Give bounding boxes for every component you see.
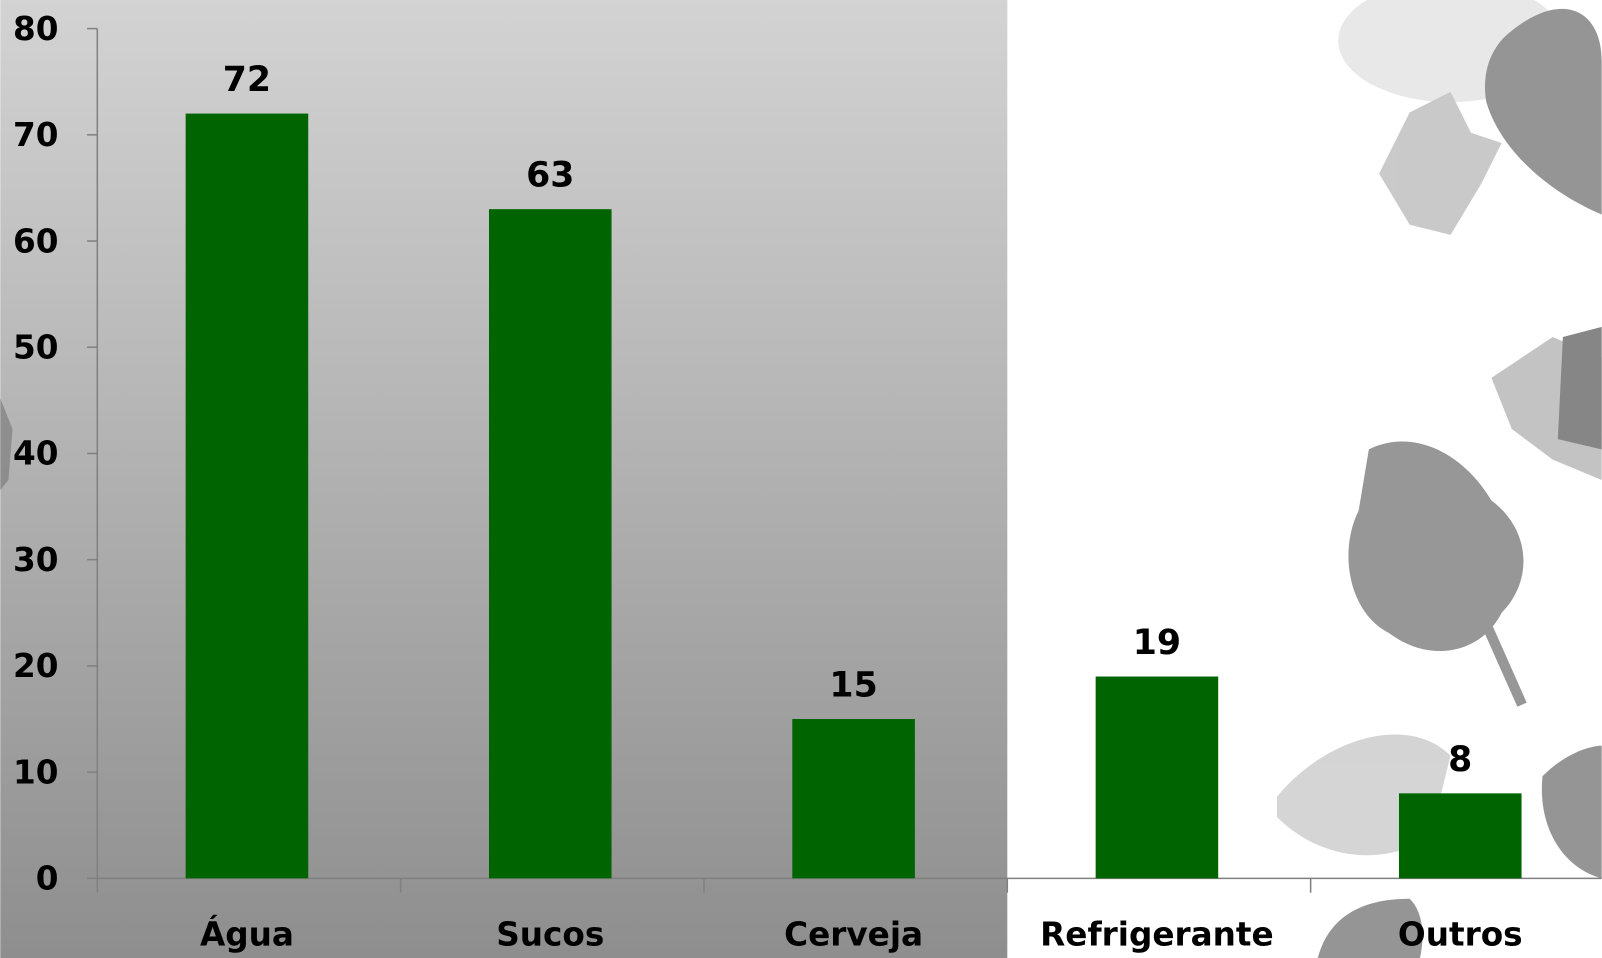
data-label: 19	[1133, 623, 1181, 663]
x-tick-label: Outros	[1398, 916, 1523, 954]
x-tick-label: Cerveja	[784, 916, 923, 954]
y-tick-label: 30	[13, 541, 58, 579]
bar	[1398, 793, 1522, 879]
y-tick-label: 50	[13, 328, 58, 366]
data-label: 63	[526, 156, 574, 196]
x-tick-label: Sucos	[496, 916, 604, 954]
data-label: 8	[1448, 740, 1472, 780]
y-tick-label: 60	[13, 222, 58, 260]
bar	[792, 719, 915, 879]
data-label: 15	[829, 666, 877, 706]
data-label: 72	[223, 60, 271, 100]
y-tick-label: 40	[13, 435, 58, 473]
y-tick-label: 10	[13, 753, 58, 791]
y-tick-label: 20	[13, 647, 58, 685]
y-tick-label: 80	[13, 10, 58, 48]
y-tick-label: 0	[36, 860, 59, 898]
y-tick-label: 70	[13, 116, 58, 154]
x-tick-label: Refrigerante	[1040, 916, 1274, 954]
bar	[185, 113, 309, 879]
bar	[488, 209, 612, 879]
x-tick-label: Água	[200, 916, 294, 954]
bar	[1095, 676, 1219, 879]
